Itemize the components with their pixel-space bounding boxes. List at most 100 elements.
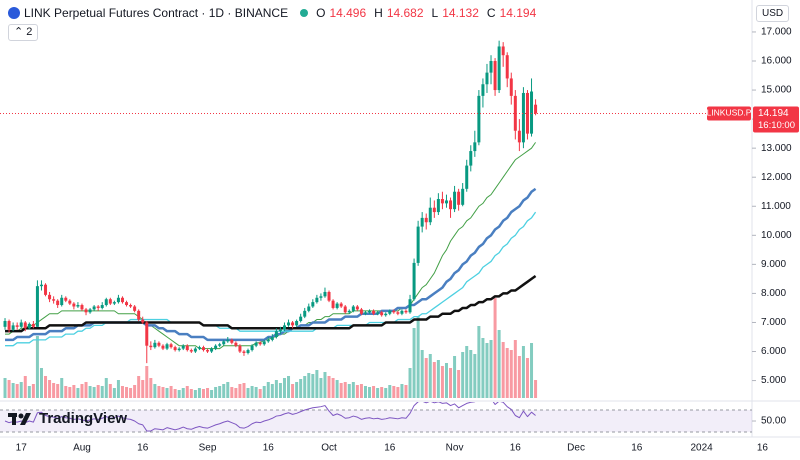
ohlc-label: O <box>316 6 326 20</box>
candle-body <box>56 300 60 306</box>
candle-body <box>412 262 416 300</box>
candle-body <box>493 61 497 91</box>
indicator-toggle[interactable]: ⌃ 2 <box>8 24 39 41</box>
candle-body <box>258 342 262 345</box>
x-tick-label: 16 <box>137 443 149 454</box>
candle-body <box>15 325 19 327</box>
symbol-tag <box>707 106 751 121</box>
candle-body <box>384 313 388 316</box>
volume-bar <box>315 370 319 398</box>
volume-bar <box>201 389 205 398</box>
y-tick-label: 17.000 <box>761 27 792 38</box>
volume-bar <box>388 385 392 398</box>
axis-layer: 5.000 6.000 7.000 8.000 9.000 10.000 11.000 12.… <box>0 27 799 454</box>
volume-bar <box>133 385 137 398</box>
volume-bar <box>254 387 258 398</box>
candle-body <box>7 321 11 330</box>
candle-body <box>461 188 465 205</box>
candle-body <box>372 310 376 314</box>
volume-bar <box>7 380 11 398</box>
candle-body <box>230 339 234 343</box>
rsi-tick-label: 50.00 <box>761 416 786 427</box>
volume-bar <box>351 382 355 398</box>
candle-body <box>339 303 343 307</box>
candle-body <box>359 309 363 314</box>
candle-body <box>521 92 525 143</box>
candle-body <box>214 345 218 349</box>
volume-bar <box>432 362 436 398</box>
volume-bar <box>489 340 493 398</box>
volume-bar <box>3 378 7 398</box>
candle-body <box>311 302 315 307</box>
volume-bar <box>214 387 218 398</box>
ohlc-value: 14.496 <box>329 6 367 20</box>
volume-bar <box>72 385 76 398</box>
candle-body <box>161 345 165 349</box>
volume-bar <box>404 385 408 398</box>
volume-bar <box>307 373 311 398</box>
rsi-band <box>0 409 752 433</box>
volume-bar <box>282 378 286 398</box>
candle-body <box>60 297 64 306</box>
candle-body <box>165 344 169 349</box>
symbol-title[interactable]: LINK Perpetual Futures Contract · 1D · B… <box>24 6 289 20</box>
candle-body <box>416 226 420 263</box>
candle-body <box>392 310 396 313</box>
volume-bar <box>242 383 246 398</box>
volume-bar <box>303 376 307 398</box>
candle-body <box>226 339 230 342</box>
candle-body <box>376 312 380 314</box>
candle-body <box>92 306 96 310</box>
volume-bar <box>27 386 31 398</box>
candle-body <box>291 322 295 326</box>
candle-body <box>39 284 43 287</box>
volume-bar <box>100 386 104 398</box>
candle-body <box>197 347 201 349</box>
x-tick-label: 16 <box>263 443 275 454</box>
candle-body <box>210 348 214 352</box>
volume-bar <box>384 388 388 398</box>
volume-bar <box>359 384 363 398</box>
candle-body <box>319 296 323 298</box>
candle-body <box>270 336 274 340</box>
candle-body <box>125 302 129 306</box>
volume-bar <box>238 384 242 398</box>
volume-bar <box>396 387 400 398</box>
ohlc-label: C <box>486 6 496 20</box>
volume-bar <box>416 316 420 398</box>
currency-button[interactable]: USD <box>756 5 790 22</box>
volume-bar <box>274 380 278 398</box>
y-tick-label: 10.000 <box>761 230 792 241</box>
volume-bar <box>230 387 234 398</box>
candle-body <box>295 321 299 326</box>
candle-body <box>347 310 351 313</box>
volume-bar <box>23 376 27 398</box>
candle-body <box>485 72 489 85</box>
y-tick-label: 13.000 <box>761 143 792 154</box>
candle-body <box>68 300 72 304</box>
candle-body <box>534 104 538 114</box>
volume-bar <box>355 385 359 398</box>
logo[interactable]: TradingView <box>8 410 127 427</box>
candle-body <box>513 95 517 131</box>
volume-bar <box>11 383 15 398</box>
ohlc-value: 14.194 <box>499 6 537 20</box>
volume-bar <box>206 388 210 398</box>
volume-bar <box>440 366 444 398</box>
volume-bar <box>185 386 189 398</box>
volume-bar <box>262 386 266 398</box>
candle-body <box>84 309 88 313</box>
x-tick-label: 17 <box>16 443 28 454</box>
volume-bar <box>80 384 84 398</box>
volume-bar <box>266 382 270 398</box>
volume-bar <box>189 389 193 398</box>
candle-body <box>424 217 428 223</box>
volume-bar <box>501 342 505 398</box>
candle-body <box>436 199 440 213</box>
volume-bar <box>400 384 404 398</box>
volume-bar <box>493 298 497 398</box>
x-tick-label: 16 <box>510 443 522 454</box>
candle-body <box>31 323 35 327</box>
volume-bar <box>96 385 100 398</box>
